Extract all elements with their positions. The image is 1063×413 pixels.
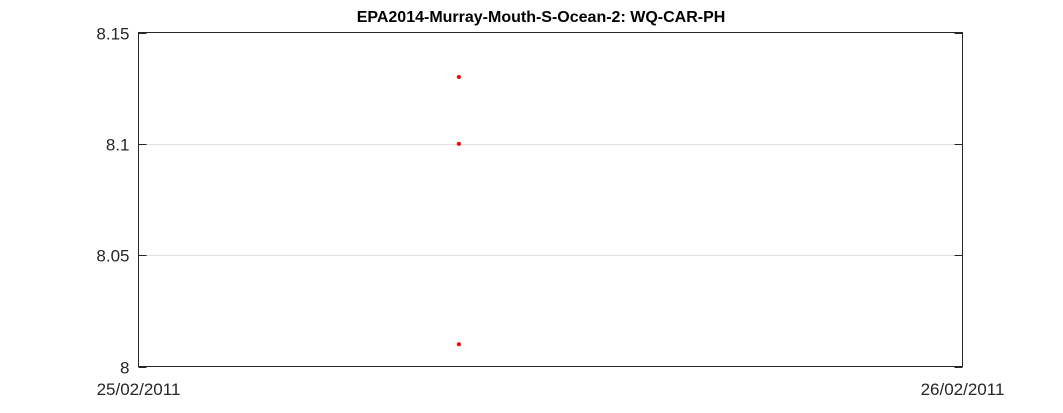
plot-area-frame (138, 32, 963, 367)
data-point (456, 342, 461, 347)
y-axis-tick-labels: 8 8.05 8.1 8.15 (96, 25, 129, 378)
x-tick-label: 25/02/2011 (97, 380, 181, 399)
data-points (456, 75, 461, 347)
x-tick-label: 26/02/2011 (921, 380, 1005, 399)
data-point (456, 141, 461, 146)
axis-ticks (138, 33, 963, 368)
y-tick-label: 8.15 (96, 25, 129, 44)
x-axis-tick-labels: 25/02/2011 26/02/2011 (97, 380, 1005, 399)
y-tick-label: 8 (120, 359, 129, 378)
grid-lines (138, 144, 963, 256)
y-tick-label: 8.1 (106, 136, 130, 155)
chart-title: EPA2014-Murray-Mouth-S-Ocean-2: WQ-CAR-P… (357, 9, 726, 26)
y-tick-label: 8.05 (96, 247, 129, 266)
data-point (456, 75, 461, 80)
